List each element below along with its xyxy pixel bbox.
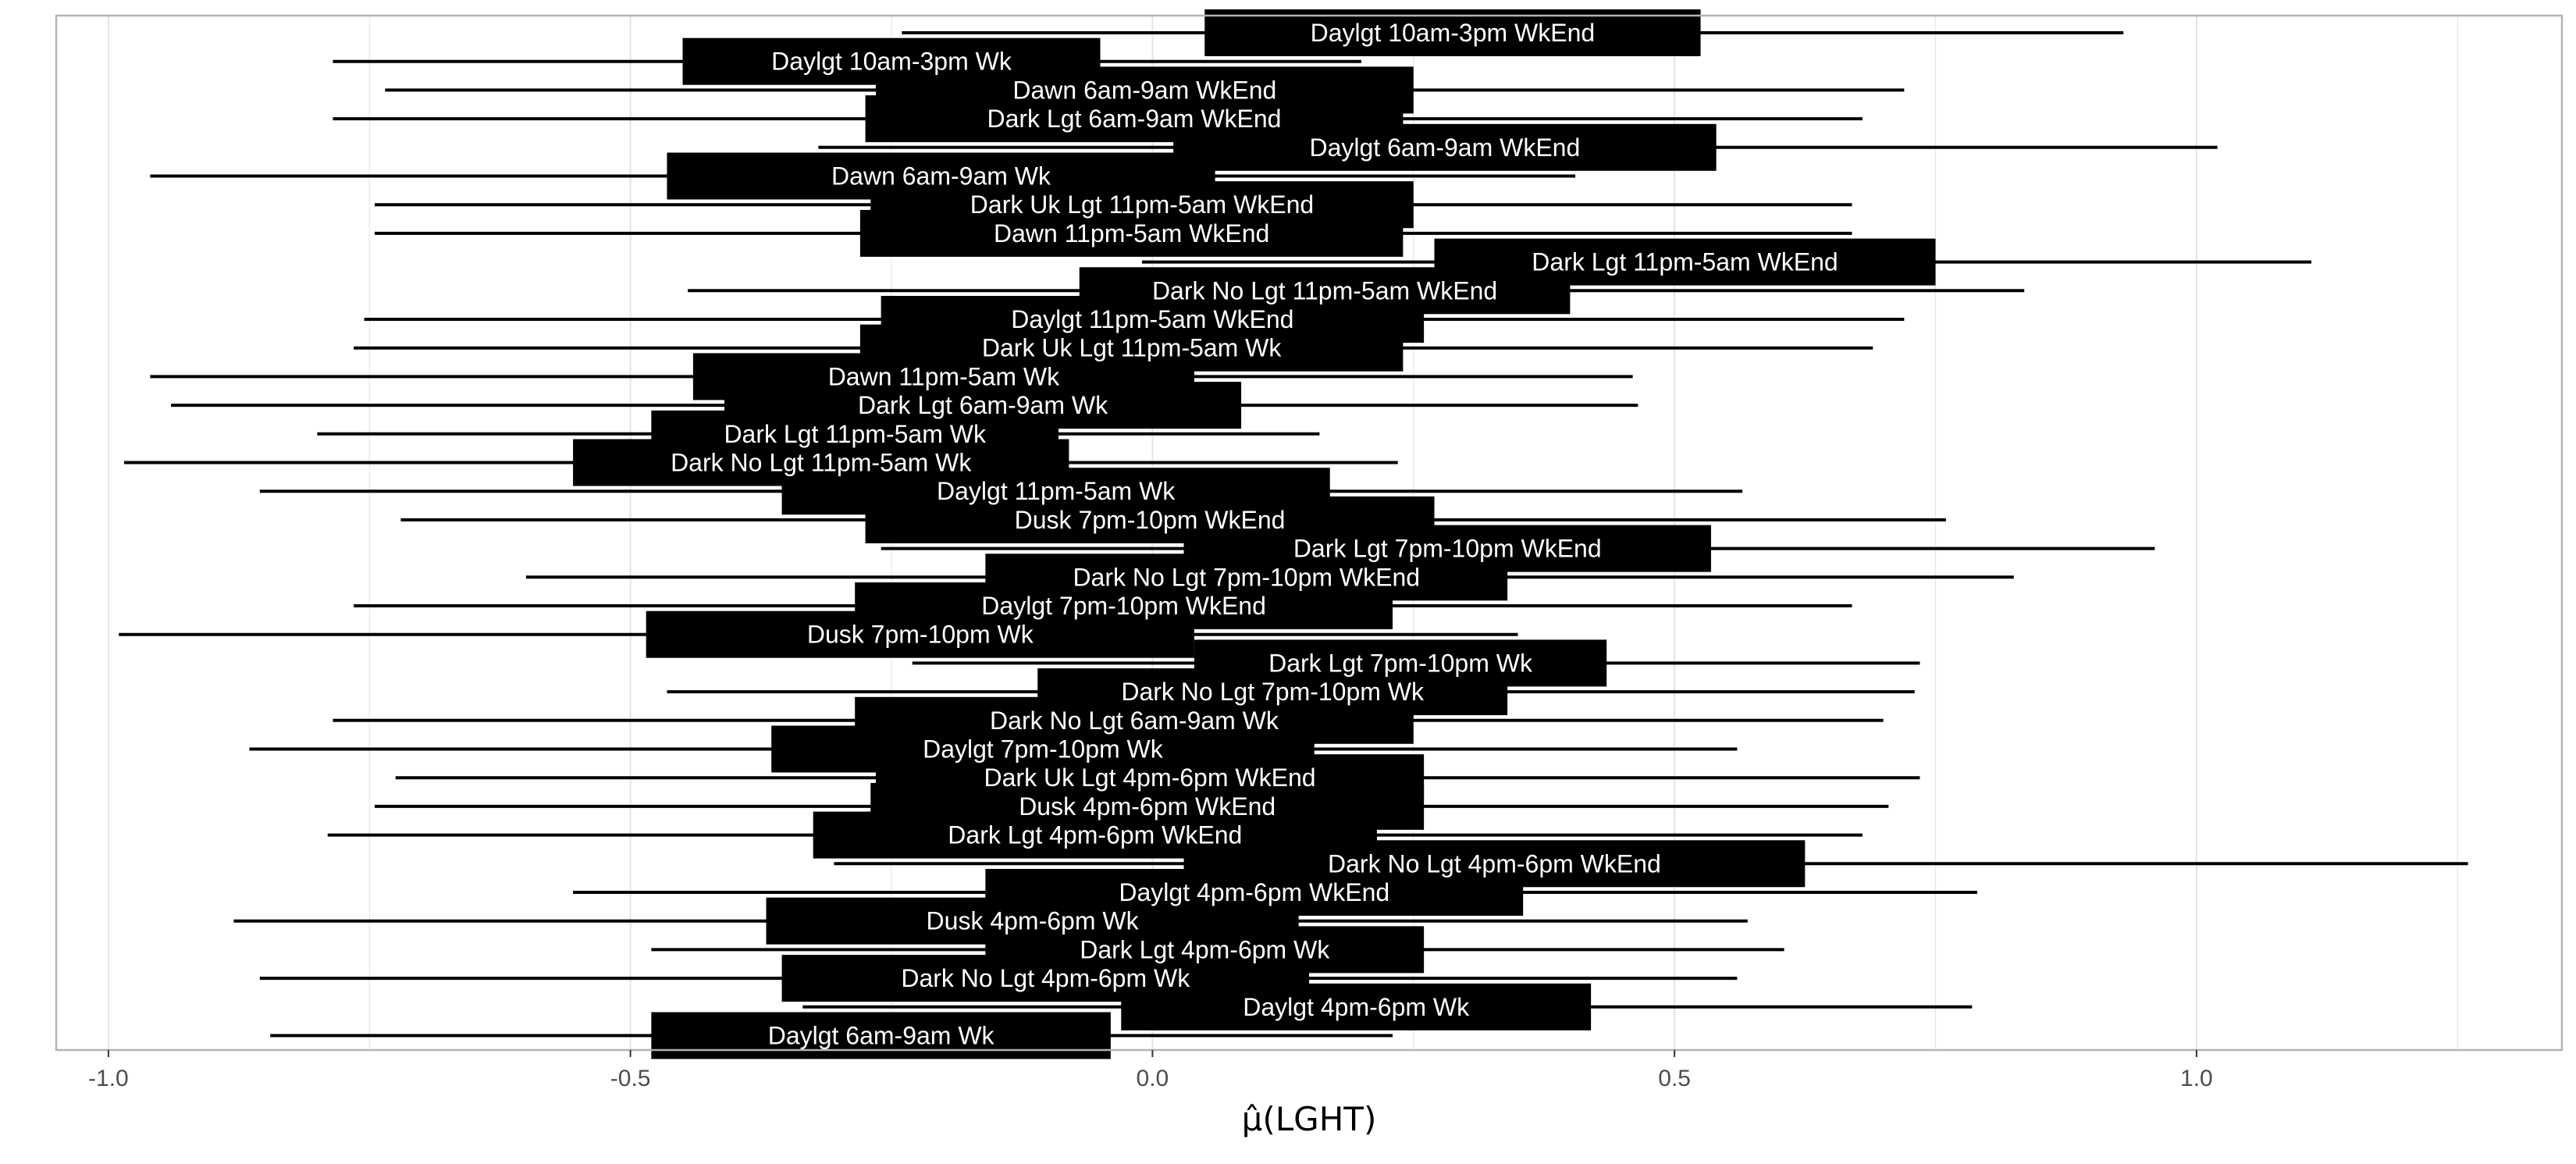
interval-label: Dawn 6am-9am Wk (831, 162, 1051, 190)
interval-label: Daylgt 7pm-10pm Wk (923, 735, 1164, 764)
x-tick-label: -0.5 (610, 1066, 651, 1091)
interval-label: Daylgt 6am-9am WkEnd (1309, 133, 1580, 162)
interval-box (859, 209, 1404, 257)
interval-box (651, 1012, 1111, 1059)
interval-label: Dark No Lgt 6am-9am Wk (990, 707, 1279, 735)
interval-label: Dusk 7pm-10pm Wk (807, 621, 1034, 649)
interval-box (1173, 123, 1717, 171)
x-axis-title: μ̂(LGHT) (1242, 1100, 1377, 1138)
interval-label: Dark Lgt 6am-9am WkEnd (987, 105, 1281, 133)
interval-label: Daylgt 4pm-6pm WkEnd (1119, 878, 1389, 906)
interval-label: Dark Lgt 4pm-6pm WkEnd (948, 821, 1242, 849)
interval-box (646, 610, 1194, 658)
interval-label: Dusk 4pm-6pm Wk (927, 907, 1140, 935)
interval-label: Dawn 11pm-5am Wk (828, 362, 1060, 390)
interval-box (1121, 983, 1592, 1031)
x-axis-ticks: -1.0 -0.5 0.0 0.5 1.0 (88, 1050, 2213, 1091)
interval-label: Daylgt 10am-3pm Wk (771, 48, 1012, 76)
interval-label: Dark No Lgt 11pm-5am WkEnd (1152, 276, 1497, 304)
interval-label: Daylgt 6am-9am Wk (768, 1022, 995, 1050)
x-tick-label: 1.0 (2180, 1066, 2213, 1091)
interval-label: Dark Lgt 11pm-5am WkEnd (1532, 248, 1838, 276)
panel-border (55, 14, 2564, 1052)
interval-label: Dark Lgt 7pm-10pm Wk (1268, 649, 1533, 677)
interval-label: Daylgt 11pm-5am Wk (937, 477, 1176, 505)
x-tick-label: 0.0 (1137, 1066, 1169, 1091)
interval-label: Dawn 6am-9am WkEnd (1012, 76, 1276, 104)
interval-label: Daylgt 11pm-5am WkEnd (1011, 305, 1293, 333)
interval-label: Dark No Lgt 4pm-6pm Wk (901, 964, 1190, 992)
interval-box (1204, 9, 1701, 56)
interval-label: Dark Lgt 6am-9am Wk (858, 391, 1108, 419)
interval-label: Dark Uk Lgt 11pm-5am Wk (982, 334, 1283, 362)
interval-label: Dark Uk Lgt 11pm-5am WkEnd (970, 190, 1314, 219)
interval-label: Dark No Lgt 7pm-10pm WkEnd (1073, 563, 1420, 591)
interval-label: Dark No Lgt 4pm-6pm WkEnd (1328, 849, 1661, 877)
interval-label: Dark Uk Lgt 4pm-6pm WkEnd (984, 764, 1316, 792)
interval-boxes (573, 9, 1936, 1059)
interval-label: Dawn 11pm-5am WkEnd (994, 219, 1269, 247)
interval-label: Daylgt 10am-3pm WkEnd (1311, 19, 1596, 47)
interval-label: Daylgt 4pm-6pm Wk (1243, 993, 1470, 1021)
interval-label: Dusk 4pm-6pm WkEnd (1019, 792, 1276, 820)
interval-label: Dark No Lgt 7pm-10pm Wk (1121, 678, 1425, 706)
x-tick-label: 0.5 (1658, 1066, 1691, 1091)
interval-label: Dark Lgt 4pm-6pm Wk (1080, 935, 1330, 963)
interval-label: Dusk 7pm-10pm WkEnd (1015, 506, 1286, 534)
interval-label: Daylgt 7pm-10pm WkEnd (981, 592, 1266, 620)
interval-label: Dark Lgt 7pm-10pm WkEnd (1293, 535, 1602, 563)
interval-label: Dark Lgt 11pm-5am Wk (724, 420, 987, 448)
x-tick-label: -1.0 (88, 1066, 129, 1091)
interval-label: Dark No Lgt 11pm-5am Wk (671, 449, 972, 477)
